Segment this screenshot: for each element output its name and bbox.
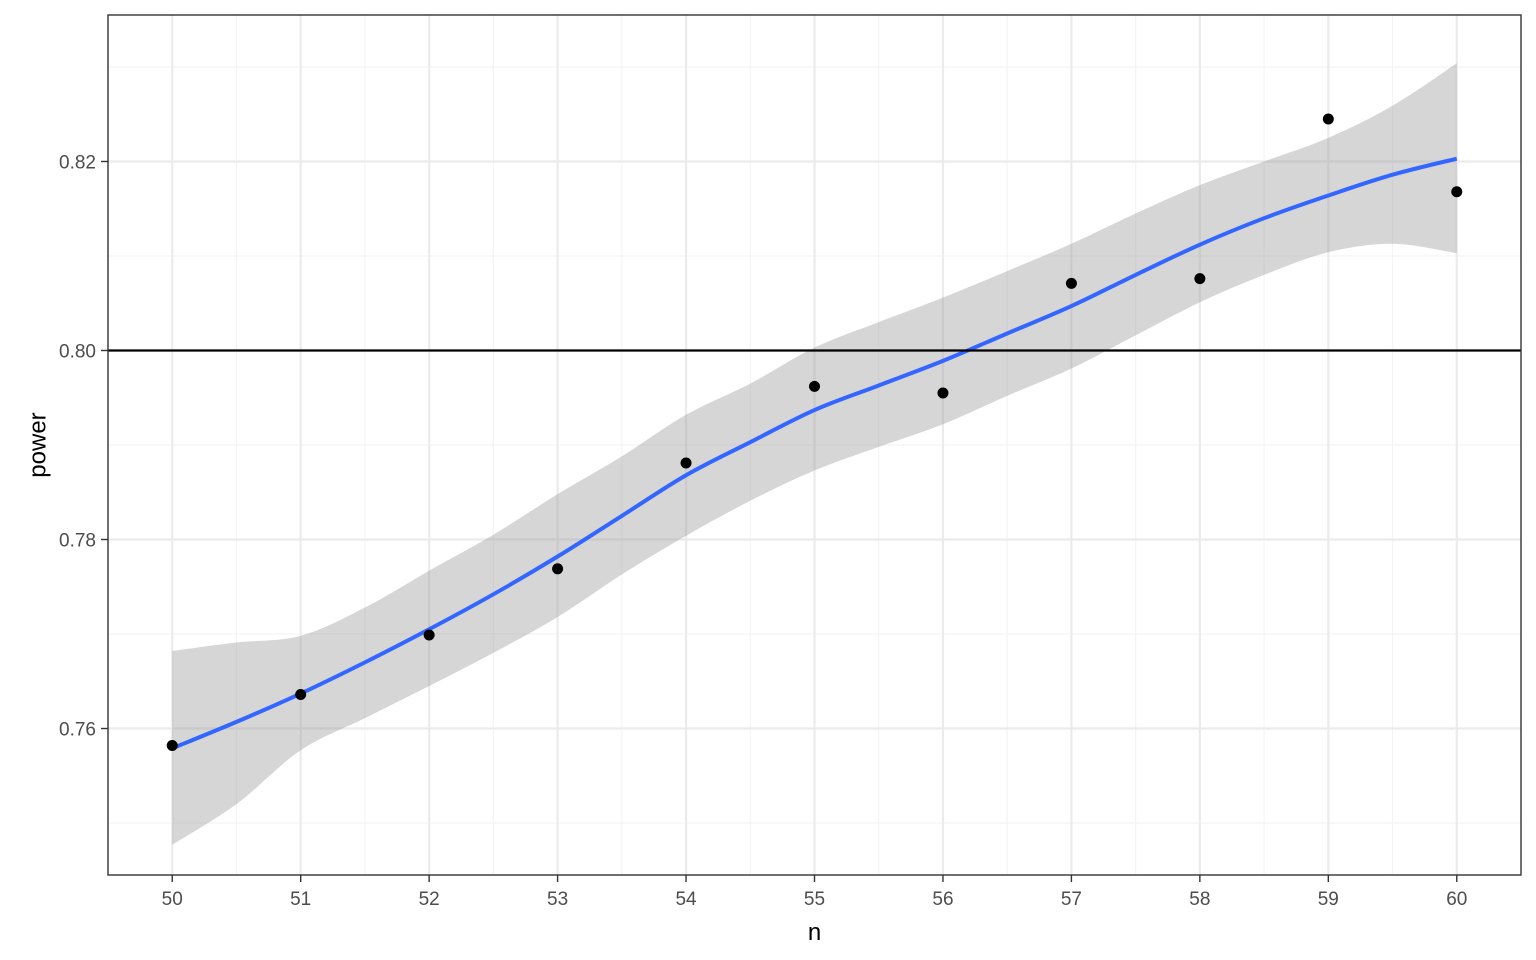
x-axis: 50 51 52 53 54 55 56 57 58 59 60 bbox=[162, 875, 1467, 910]
data-point bbox=[552, 563, 564, 575]
confidence-band bbox=[172, 63, 1457, 845]
data-point bbox=[937, 387, 949, 399]
confidence-band-layer bbox=[172, 63, 1457, 845]
x-tick-label: 53 bbox=[547, 889, 568, 910]
smooth-fit-line bbox=[171, 156, 1458, 751]
data-point bbox=[680, 457, 692, 469]
x-tick-label: 52 bbox=[419, 889, 440, 910]
smooth-line-layer bbox=[171, 156, 1458, 751]
data-point bbox=[1451, 186, 1463, 198]
x-tick-label: 57 bbox=[1061, 889, 1082, 910]
data-point bbox=[809, 380, 820, 392]
data-point bbox=[1322, 113, 1334, 125]
x-tick-label: 56 bbox=[932, 889, 953, 910]
y-tick-label: 0.80 bbox=[59, 341, 96, 362]
data-point bbox=[1194, 273, 1206, 285]
major-gridlines bbox=[108, 15, 1521, 875]
y-axis: 0.76 0.78 0.80 0.82 bbox=[59, 152, 108, 741]
y-tick-label: 0.82 bbox=[59, 152, 96, 173]
data-points-layer bbox=[166, 113, 1463, 752]
x-tick-label: 59 bbox=[1318, 889, 1339, 910]
x-tick-label: 54 bbox=[675, 889, 697, 910]
y-axis-title: power bbox=[24, 412, 51, 477]
x-tick-label: 60 bbox=[1446, 889, 1467, 910]
x-tick-label: 50 bbox=[162, 889, 183, 910]
x-axis-title: n bbox=[808, 919, 821, 946]
x-tick-label: 55 bbox=[804, 889, 825, 910]
data-point bbox=[1065, 277, 1077, 289]
y-tick-label: 0.76 bbox=[59, 720, 96, 741]
data-point bbox=[423, 629, 435, 641]
x-tick-label: 51 bbox=[290, 889, 311, 910]
data-point bbox=[166, 740, 178, 752]
data-point bbox=[295, 688, 307, 700]
y-tick-label: 0.78 bbox=[59, 531, 96, 552]
x-tick-label: 58 bbox=[1189, 889, 1210, 910]
